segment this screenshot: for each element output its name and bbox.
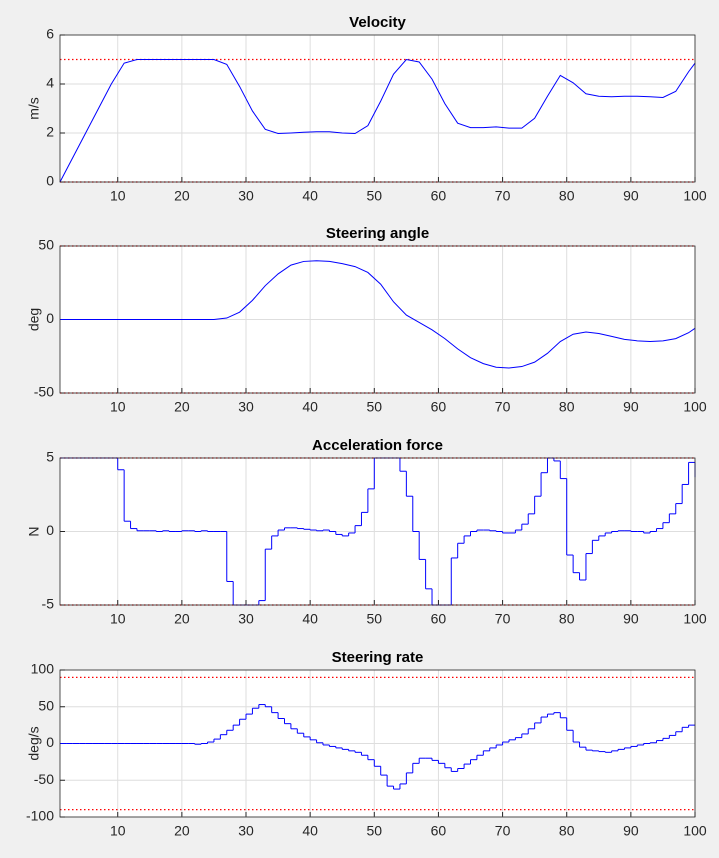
x-tick-label: 60 bbox=[431, 823, 447, 839]
y-tick-label: 0 bbox=[46, 310, 54, 326]
x-tick-label: 70 bbox=[495, 823, 511, 839]
x-tick-label: 40 bbox=[302, 399, 318, 415]
axes-box bbox=[59, 245, 696, 394]
y-axis-label: m/s bbox=[26, 97, 42, 120]
axes-background bbox=[60, 35, 695, 182]
x-tick-label: 80 bbox=[559, 399, 575, 415]
chart-title: Velocity bbox=[349, 14, 406, 31]
x-tick-label: 70 bbox=[495, 611, 511, 627]
x-tick-label: 50 bbox=[367, 611, 383, 627]
x-tick-label: 20 bbox=[174, 399, 190, 415]
x-tick-label: 10 bbox=[110, 611, 126, 627]
y-tick-label: 5 bbox=[46, 449, 54, 465]
x-tick-label: 50 bbox=[367, 823, 383, 839]
x-tick-label: 40 bbox=[302, 188, 318, 204]
x-tick-label: 30 bbox=[238, 611, 254, 627]
x-tick-label: 80 bbox=[559, 611, 575, 627]
x-tick-label: 40 bbox=[302, 823, 318, 839]
y-tick-label: 4 bbox=[46, 75, 54, 91]
x-tick-label: 10 bbox=[110, 188, 126, 204]
y-tick-label: 6 bbox=[46, 26, 54, 42]
x-tick-label: 60 bbox=[431, 399, 447, 415]
chart-title: Steering angle bbox=[326, 225, 429, 242]
y-tick-label: 50 bbox=[38, 697, 54, 713]
y-tick-label: 0 bbox=[46, 734, 54, 750]
x-tick-label: 10 bbox=[110, 399, 126, 415]
y-tick-label: 2 bbox=[46, 124, 54, 140]
x-tick-label: 90 bbox=[623, 188, 639, 204]
y-axis-label: deg bbox=[26, 308, 42, 331]
x-tick-label: 90 bbox=[623, 399, 639, 415]
x-tick-label: 70 bbox=[495, 188, 511, 204]
y-axis-label: N bbox=[26, 526, 42, 536]
x-tick-label: 20 bbox=[174, 823, 190, 839]
x-tick-label: 10 bbox=[110, 823, 126, 839]
x-tick-label: 50 bbox=[367, 399, 383, 415]
x-tick-label: 80 bbox=[559, 188, 575, 204]
chart-title: Steering rate bbox=[332, 649, 424, 666]
x-tick-label: 60 bbox=[431, 188, 447, 204]
x-tick-label: 90 bbox=[623, 611, 639, 627]
x-tick-label: 100 bbox=[683, 399, 707, 415]
x-tick-label: 30 bbox=[238, 823, 254, 839]
x-tick-label: 80 bbox=[559, 823, 575, 839]
axes-box bbox=[59, 34, 696, 183]
x-tick-label: 20 bbox=[174, 611, 190, 627]
axes-box bbox=[59, 669, 696, 818]
x-tick-label: 30 bbox=[238, 399, 254, 415]
chart-title: Acceleration force bbox=[312, 437, 443, 454]
y-tick-label: 0 bbox=[46, 173, 54, 189]
x-tick-label: 100 bbox=[683, 611, 707, 627]
x-tick-label: 50 bbox=[367, 188, 383, 204]
data-line bbox=[59, 58, 696, 183]
y-axis-label: deg/s bbox=[26, 726, 42, 760]
data-line bbox=[60, 260, 696, 369]
y-tick-label: -5 bbox=[42, 596, 55, 612]
y-tick-label: 0 bbox=[46, 522, 54, 538]
x-tick-label: 100 bbox=[683, 188, 707, 204]
x-tick-label: 90 bbox=[623, 823, 639, 839]
axes-box bbox=[59, 457, 696, 606]
y-tick-label: 100 bbox=[31, 661, 55, 677]
x-tick-label: 30 bbox=[238, 188, 254, 204]
x-tick-label: 70 bbox=[495, 399, 511, 415]
y-tick-label: -50 bbox=[34, 771, 54, 787]
y-tick-label: -50 bbox=[34, 384, 54, 400]
x-tick-label: 100 bbox=[683, 823, 707, 839]
x-tick-label: 60 bbox=[431, 611, 447, 627]
y-tick-label: 50 bbox=[38, 237, 54, 253]
x-tick-label: 40 bbox=[302, 611, 318, 627]
y-tick-label: -100 bbox=[26, 808, 54, 824]
x-tick-label: 20 bbox=[174, 188, 190, 204]
